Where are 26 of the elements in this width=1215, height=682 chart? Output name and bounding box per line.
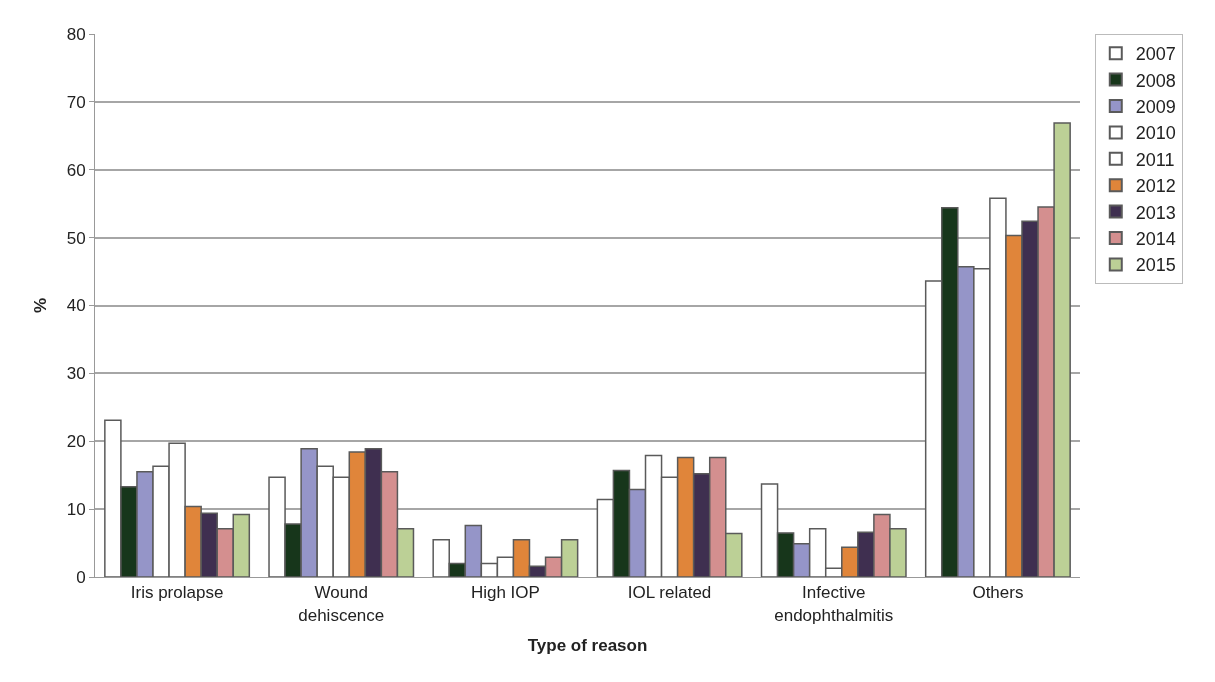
legend-label: 2009: [1135, 97, 1176, 118]
legend-label: 2010: [1135, 123, 1176, 144]
legend-label: 2011: [1135, 149, 1175, 170]
legend-label: 2014: [1135, 229, 1176, 250]
y-tick-label: 70: [66, 92, 86, 112]
x-tick-label: IOL related: [627, 583, 712, 603]
x-tick-label: Others: [972, 583, 1024, 603]
x-axis-title: Type of reason: [527, 635, 648, 655]
y-tick-label: 10: [66, 500, 86, 520]
legend-label: 2007: [1135, 44, 1176, 65]
y-tick-label: 50: [66, 228, 86, 248]
y-tick-label: 40: [66, 296, 86, 316]
x-tick-label: High IOP: [470, 583, 540, 603]
y-tick-label: 60: [66, 160, 86, 180]
legend-label: 2008: [1135, 70, 1176, 91]
y-axis-title: %: [31, 297, 51, 314]
y-tick-label: 20: [66, 432, 86, 452]
legend-label: 2012: [1135, 176, 1176, 197]
legend-label: 2013: [1135, 202, 1176, 223]
y-tick-label: 80: [66, 24, 86, 44]
y-tick-label: 0: [76, 567, 86, 587]
x-tick-label: Wound dehiscence: [298, 583, 385, 625]
y-tick-label: 30: [66, 364, 86, 384]
legend-label: 2015: [1135, 255, 1176, 276]
x-tick-label: Iris prolapse: [130, 583, 224, 603]
x-tick-label: Infective endophthalmitis: [774, 583, 894, 625]
